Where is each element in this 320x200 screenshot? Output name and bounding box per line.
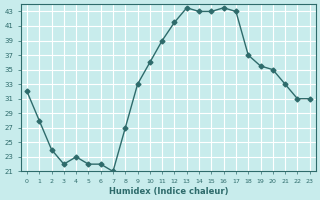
X-axis label: Humidex (Indice chaleur): Humidex (Indice chaleur)	[108, 187, 228, 196]
